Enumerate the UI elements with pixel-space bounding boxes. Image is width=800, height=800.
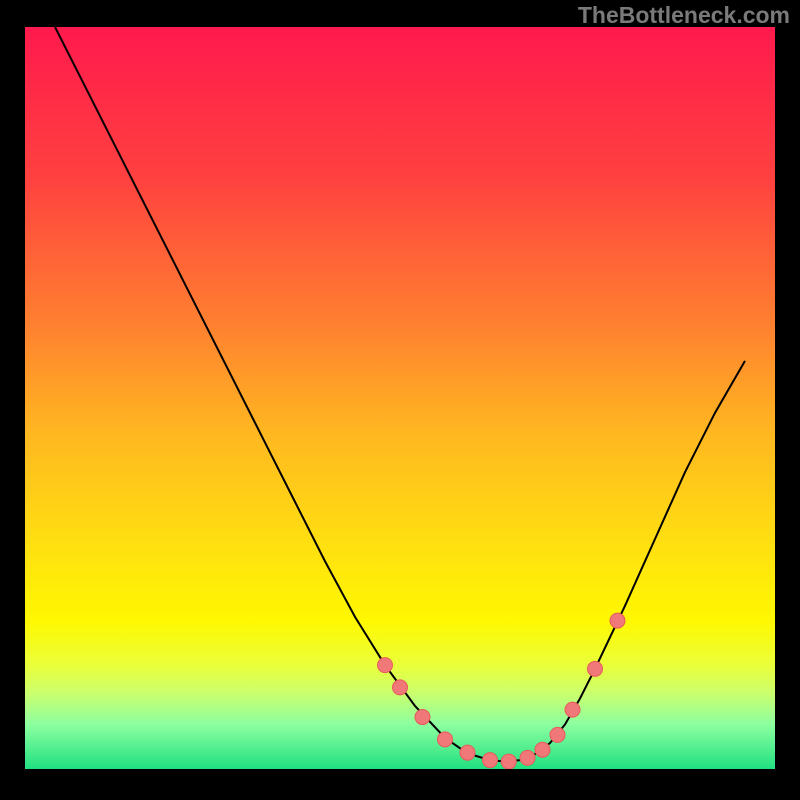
bottleneck-plot xyxy=(25,27,775,769)
curve-marker xyxy=(483,753,498,768)
curve-marker xyxy=(610,613,625,628)
plot-background xyxy=(25,27,775,769)
curve-marker xyxy=(393,680,408,695)
curve-marker xyxy=(550,727,565,742)
curve-marker xyxy=(438,732,453,747)
figure-stage: TheBottleneck.com xyxy=(0,0,800,800)
curve-marker xyxy=(378,658,393,673)
curve-marker xyxy=(565,702,580,717)
curve-marker xyxy=(501,754,516,769)
watermark-text: TheBottleneck.com xyxy=(578,2,790,29)
curve-marker xyxy=(520,750,535,765)
curve-marker xyxy=(535,742,550,757)
curve-marker xyxy=(415,710,430,725)
curve-marker xyxy=(460,745,475,760)
curve-marker xyxy=(588,661,603,676)
